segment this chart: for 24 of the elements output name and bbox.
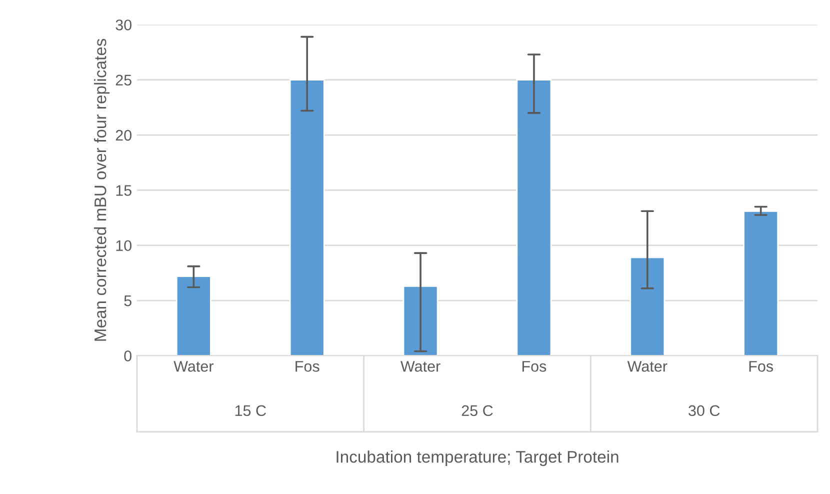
y-tick-label: 5 xyxy=(124,296,132,306)
text: 25 C xyxy=(462,405,493,416)
bar xyxy=(289,79,325,356)
x-axis-title: Incubation temperature; Target Protein xyxy=(336,450,618,466)
y-tick-label: 25 xyxy=(116,74,132,86)
y-tick-label: 20 xyxy=(116,130,132,141)
bar xyxy=(402,285,438,356)
bar xyxy=(176,276,212,356)
x-tick-label: Fos xyxy=(296,361,320,372)
bar xyxy=(516,79,552,356)
y-tick-label: 0 xyxy=(124,350,132,362)
x-tick-label: Water xyxy=(400,361,440,372)
y-tick-label: 10 xyxy=(116,240,132,252)
x-tick-label: Fos xyxy=(522,361,546,372)
x-tick-label: Fos xyxy=(749,361,774,372)
bar xyxy=(630,256,666,356)
y-axis-title: Mean corrected mBU over four replicates xyxy=(94,38,110,341)
y-tick-label: 30 xyxy=(116,20,132,30)
x-tick-label: Water xyxy=(174,361,214,372)
y-tick-label: 15 xyxy=(116,185,132,196)
x-tick-label: Water xyxy=(627,361,668,372)
bar xyxy=(743,210,779,356)
text: 30 C xyxy=(688,405,720,416)
text: 15 C xyxy=(235,405,266,416)
